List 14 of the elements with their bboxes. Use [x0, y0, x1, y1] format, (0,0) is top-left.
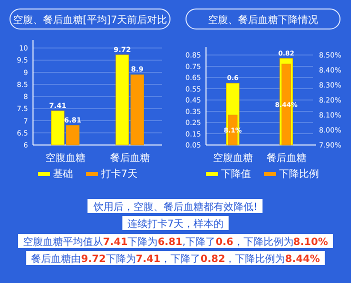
text: 餐后血糖由9.72下降为7.41，下降了0.82，下降比例为8.44% — [31, 253, 320, 265]
x-tick-label: 餐后血糖 — [266, 152, 306, 164]
legend-label: 打卡7天 — [100, 168, 138, 180]
x-tick-label: 餐后血糖 — [110, 152, 150, 164]
text: 连续打卡7天，样本的 — [127, 218, 224, 230]
legend-label: 下降值 — [221, 168, 251, 180]
text: 空腹血糖平均值从7.41下降为6.81,下降了0.6，下降比例为8.10% — [23, 236, 328, 248]
legend-label: 基础 — [53, 168, 73, 180]
chart-title: 空腹、餐后血糖[平均]7天前后对比 — [12, 14, 168, 26]
text: 饮用后，空腹、餐后血糖都有效降低! — [92, 201, 258, 213]
legend-label: 下降比例 — [279, 168, 319, 180]
x-tick-label: 空腹血糖 — [45, 152, 86, 164]
chart-title: 空腹、餐后血糖下降情况 — [208, 14, 318, 26]
x-tick-label: 空腹血糖 — [212, 152, 253, 164]
